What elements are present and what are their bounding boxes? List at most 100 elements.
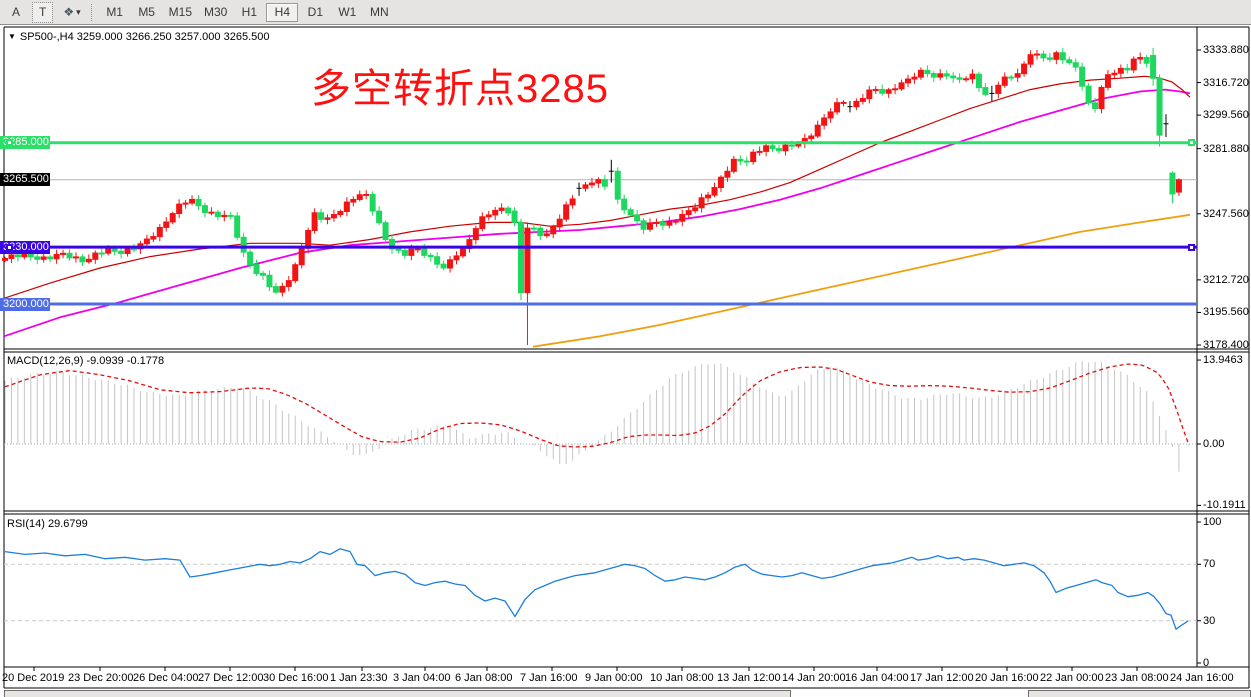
label-tool-button[interactable]: T — [32, 1, 54, 23]
candle-down — [318, 212, 325, 220]
candle-up — [840, 101, 847, 104]
candle-down — [1156, 77, 1163, 136]
candle-up — [853, 100, 860, 108]
styler-button[interactable]: ❖ ▾ — [63, 5, 80, 19]
macd-axis-label: -10.1911 — [1203, 499, 1246, 512]
candle-up — [724, 170, 731, 178]
candle-up — [1027, 54, 1034, 65]
tf-button-M30[interactable]: M30 — [204, 4, 228, 19]
candle-up — [143, 238, 150, 245]
hline-handle[interactable] — [6, 243, 13, 251]
candle-down — [1143, 56, 1150, 64]
date-axis-label: 22 Jan 00:00 — [1040, 672, 1104, 684]
candle-up — [53, 253, 60, 260]
candle-down — [440, 263, 447, 269]
candle-up — [730, 158, 737, 172]
candle-up — [672, 220, 679, 223]
macd-histogram — [4, 360, 1180, 472]
tf-button-H1[interactable]: H1 — [241, 4, 258, 19]
candle-down — [505, 207, 512, 214]
candle-down — [879, 88, 886, 94]
candle-up — [866, 89, 873, 100]
date-axis-label: 13 Jan 12:00 — [717, 672, 781, 684]
candle-down — [98, 252, 105, 255]
candle-up — [459, 248, 466, 257]
candle-down — [79, 256, 86, 263]
candle-down — [975, 73, 982, 89]
candle-up — [337, 210, 344, 216]
candle-up — [1034, 53, 1040, 56]
candle-down — [1072, 62, 1079, 68]
hline-handle[interactable] — [6, 139, 13, 147]
candle-down — [376, 210, 383, 224]
candle-up — [937, 73, 944, 78]
toolbar-separator — [90, 3, 92, 21]
candle-up — [872, 88, 879, 91]
candle-down — [930, 73, 937, 78]
candle-up — [1021, 63, 1028, 75]
tf-button-M5[interactable]: M5 — [138, 4, 155, 19]
candle-down — [234, 215, 241, 238]
price-badge: 3265.500 — [0, 173, 50, 187]
candle-up — [808, 135, 815, 140]
candle-down — [627, 209, 634, 216]
candle-down — [776, 148, 782, 152]
candle-up — [717, 176, 724, 189]
candle-up — [330, 214, 337, 219]
collapse-triangle-icon[interactable]: ▼ — [8, 32, 16, 41]
candle-down — [769, 145, 776, 150]
text-tool-button[interactable]: A — [12, 4, 21, 19]
candle-up — [363, 193, 370, 196]
hline-handle[interactable] — [1188, 139, 1195, 147]
date-axis-label: 10 Jan 08:00 — [650, 672, 714, 684]
candle-down — [240, 236, 247, 253]
candle-down — [537, 227, 544, 237]
rsi-line — [4, 548, 1189, 630]
rsi-axis-label: 100 — [1203, 516, 1222, 528]
candle-up — [492, 209, 499, 216]
candle-up — [963, 78, 970, 81]
rsi-axis-label: 70 — [1203, 558, 1216, 571]
candle-down — [659, 222, 666, 226]
date-axis-label: 23 Dec 20:00 — [68, 672, 134, 684]
candle-up — [182, 202, 189, 205]
candle-up — [569, 198, 576, 206]
bottom-panel-edge — [1028, 690, 1251, 697]
bottom-panel-edge — [4, 690, 791, 697]
candle-down — [434, 256, 441, 265]
candle-down — [530, 227, 537, 230]
hline-handle[interactable] — [1188, 243, 1195, 251]
candle-up — [350, 198, 357, 203]
candle-up — [356, 194, 363, 200]
candle-up — [298, 247, 305, 266]
chart-annotation-text[interactable]: 多空转折点3285 — [311, 67, 609, 111]
candle-down — [788, 144, 795, 147]
date-axis-label: 27 Dec 12:00 — [198, 672, 264, 684]
tf-button-W1[interactable]: W1 — [338, 4, 357, 19]
tf-button-MN[interactable]: MN — [370, 4, 389, 19]
candle-down — [1040, 53, 1047, 59]
candle-up — [8, 254, 15, 259]
tf-button-M15[interactable]: M15 — [168, 4, 192, 19]
candle-down — [518, 221, 524, 294]
candle-up — [595, 179, 602, 184]
candle-down — [34, 256, 41, 260]
candle-down — [227, 214, 234, 217]
date-axis-label: 26 Dec 04:00 — [133, 672, 199, 684]
candle-up — [917, 69, 924, 78]
candle-down — [924, 69, 931, 75]
candle-up — [408, 248, 415, 256]
price-axis-label: 3178.400 — [1203, 338, 1249, 351]
candle-up — [750, 151, 757, 163]
candle-up — [1014, 73, 1021, 78]
candle-up — [176, 203, 183, 215]
candle-up — [653, 222, 660, 225]
candle-down — [601, 179, 608, 187]
candle-down — [1008, 76, 1015, 79]
candle-up — [472, 228, 479, 241]
tf-button-D1[interactable]: D1 — [307, 4, 324, 19]
candle-up — [163, 221, 170, 228]
candle-down — [131, 248, 137, 251]
tf-button-H4[interactable]: H4 — [266, 2, 299, 22]
tf-button-M1[interactable]: M1 — [106, 4, 123, 19]
